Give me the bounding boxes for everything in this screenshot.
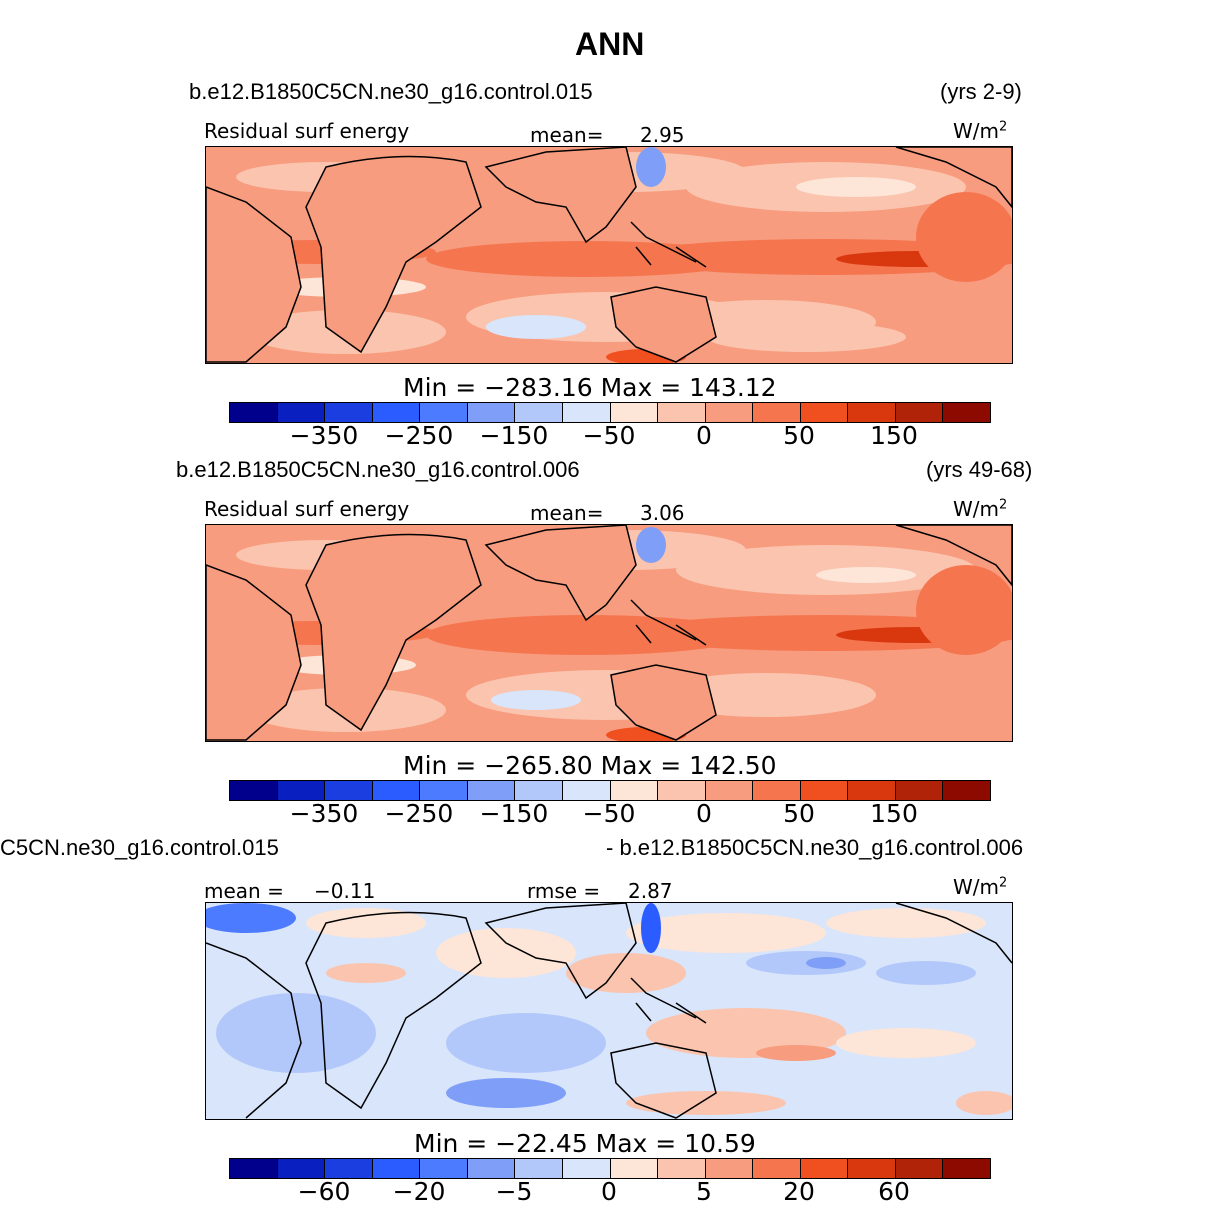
- colorbar-segment: [562, 1159, 611, 1178]
- colorbar-segment: [705, 403, 754, 422]
- colorbar-segment: [372, 1159, 421, 1178]
- panel1-map: [205, 146, 1013, 364]
- colorbar-segment: [420, 1159, 468, 1178]
- colorbar-segment: [325, 403, 373, 422]
- panel1-tick-7: 150: [870, 421, 918, 450]
- panel3-colorbar: [229, 1158, 991, 1179]
- panel2-tick-2: −250: [384, 799, 454, 828]
- panel2-minmax: Min = −265.80 Max = 142.50: [403, 751, 777, 780]
- colorbar-segment: [420, 403, 468, 422]
- colorbar-segment: [800, 403, 849, 422]
- panel3-tick-5: 5: [696, 1177, 712, 1206]
- panel3-tick-4: 0: [601, 1177, 617, 1206]
- colorbar-segment: [230, 1159, 278, 1178]
- colorbar-segment: [562, 781, 611, 800]
- panel1-tick-2: −250: [384, 421, 454, 450]
- panel1-tick-6: 50: [783, 421, 815, 450]
- colorbar-segment: [562, 403, 611, 422]
- colorbar-segment: [658, 403, 706, 422]
- panel2-colorbar: [229, 780, 991, 801]
- colorbar-segment: [943, 781, 990, 800]
- panel1-units: W/m2: [953, 119, 1008, 143]
- panel3-map: [205, 902, 1013, 1120]
- colorbar-segment: [705, 781, 754, 800]
- panel1-minmax: Min = −283.16 Max = 143.12: [403, 373, 777, 402]
- panel2-tick-6: 50: [783, 799, 815, 828]
- panel3-rmse-value: 2.87: [628, 879, 673, 903]
- colorbar-segment: [753, 1159, 801, 1178]
- panel3-tick-6: 20: [783, 1177, 815, 1206]
- panel1-tick-3: −150: [479, 421, 549, 450]
- panel3-units: W/m2: [953, 875, 1008, 899]
- colorbar-segment: [372, 403, 421, 422]
- panel2-years: (yrs 49-68): [926, 457, 1033, 482]
- colorbar-segment: [610, 1159, 659, 1178]
- colorbar-segment: [658, 781, 706, 800]
- panel1-tick-5: 0: [696, 421, 712, 450]
- panel1-mean-label: mean=: [530, 123, 604, 147]
- panel2-tick-7: 150: [870, 799, 918, 828]
- panel2-mean-label: mean=: [530, 501, 604, 525]
- colorbar-segment: [658, 1159, 706, 1178]
- colorbar-segment: [753, 403, 801, 422]
- panel3-tick-3: −5: [495, 1177, 533, 1206]
- colorbar-segment: [515, 1159, 563, 1178]
- panel1-case-name: b.e12.B1850C5CN.ne30_g16.control.015: [189, 79, 593, 104]
- panel2-tick-3: −150: [479, 799, 549, 828]
- colorbar-segment: [467, 1159, 516, 1178]
- panel1-tick-4: −50: [582, 421, 636, 450]
- colorbar-segment: [277, 781, 326, 800]
- colorbar-segment: [895, 403, 944, 422]
- panel1-years: (yrs 2-9): [940, 79, 1022, 104]
- colorbar-segment: [515, 781, 563, 800]
- colorbar-segment: [325, 781, 373, 800]
- panel3-case-left: C5CN.ne30_g16.control.015: [0, 835, 279, 860]
- panel1-variable: Residual surf energy: [204, 119, 410, 143]
- panel3-rmse-label: rmse =: [527, 879, 601, 903]
- panel3-minmax: Min = −22.45 Max = 10.59: [414, 1129, 756, 1158]
- panel1-tick-1: −350: [289, 421, 359, 450]
- colorbar-segment: [467, 403, 516, 422]
- plot-title: ANN: [575, 26, 645, 62]
- panel3-mean-value: −0.11: [314, 879, 376, 903]
- panel2-map: [205, 524, 1013, 742]
- panel1-colorbar: [229, 402, 991, 423]
- colorbar-segment: [610, 403, 659, 422]
- colorbar-segment: [895, 781, 944, 800]
- colorbar-segment: [943, 403, 990, 422]
- panel2-tick-5: 0: [696, 799, 712, 828]
- panel2-variable: Residual surf energy: [204, 497, 410, 521]
- colorbar-segment: [230, 403, 278, 422]
- colorbar-segment: [800, 1159, 849, 1178]
- colorbar-segment: [848, 781, 896, 800]
- panel2-mean-value: 3.06: [640, 501, 685, 525]
- colorbar-segment: [895, 1159, 944, 1178]
- colorbar-segment: [467, 781, 516, 800]
- panel1-mean-value: 2.95: [640, 123, 685, 147]
- panel3-tick-7: 60: [878, 1177, 910, 1206]
- panel2-tick-1: −350: [289, 799, 359, 828]
- colorbar-segment: [230, 781, 278, 800]
- colorbar-segment: [420, 781, 468, 800]
- colorbar-segment: [753, 781, 801, 800]
- colorbar-segment: [848, 1159, 896, 1178]
- colorbar-segment: [325, 1159, 373, 1178]
- colorbar-segment: [277, 403, 326, 422]
- panel2-tick-4: −50: [582, 799, 636, 828]
- colorbar-segment: [848, 403, 896, 422]
- colorbar-segment: [800, 781, 849, 800]
- colorbar-segment: [610, 781, 659, 800]
- colorbar-segment: [277, 1159, 326, 1178]
- colorbar-segment: [943, 1159, 990, 1178]
- panel2-units: W/m2: [953, 497, 1008, 521]
- panel3-case-right: - b.e12.B1850C5CN.ne30_g16.control.006: [606, 835, 1024, 860]
- colorbar-segment: [705, 1159, 754, 1178]
- colorbar-segment: [515, 403, 563, 422]
- colorbar-segment: [372, 781, 421, 800]
- panel3-tick-2: −20: [392, 1177, 446, 1206]
- panel3-mean-label: mean =: [204, 879, 284, 903]
- panel3-tick-1: −60: [297, 1177, 351, 1206]
- panel2-case-name: b.e12.B1850C5CN.ne30_g16.control.006: [176, 457, 580, 482]
